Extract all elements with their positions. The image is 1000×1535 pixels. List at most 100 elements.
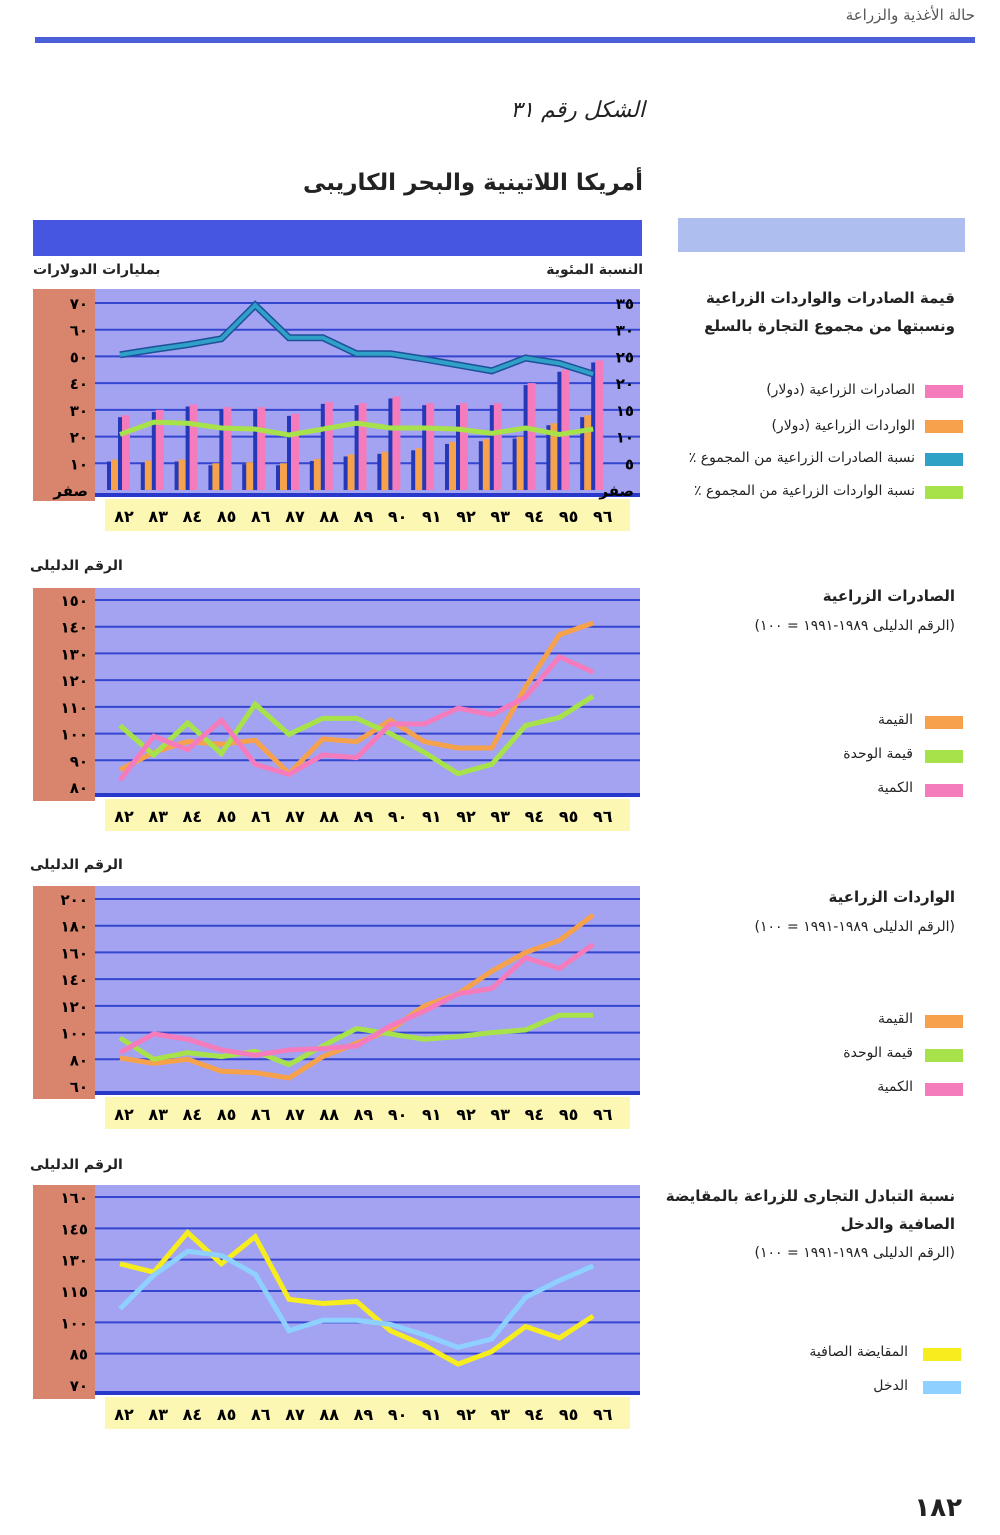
y-axis-title: الرقم الدليلى xyxy=(30,558,123,574)
y-tick-label: ٨٠ xyxy=(70,779,88,797)
legend-label: نسبة الواردات الزراعية من المجموع ٪ xyxy=(694,483,915,499)
y-tick-label: ١٢٠ xyxy=(61,998,88,1016)
y-tick-label: ٢٠ xyxy=(70,429,88,447)
bar-orange xyxy=(482,439,491,490)
y-tick-label: صفر xyxy=(52,482,88,500)
legend-subtitle: (الرقم الدليلى ١٩٨٩-١٩٩١ = ١٠٠) xyxy=(754,618,955,634)
y-tick-label: ٦٠ xyxy=(70,322,88,340)
x-tick-label: ٨٢ xyxy=(114,807,134,826)
x-tick-label: ٨٧ xyxy=(285,1105,305,1124)
bar-orange xyxy=(280,463,288,490)
x-tick-label: ٨٥ xyxy=(217,807,237,826)
x-axis-strip xyxy=(105,1397,630,1429)
y-axis-panel xyxy=(33,886,95,1099)
bar-orange xyxy=(246,462,255,490)
x-tick-label: ٩٠ xyxy=(388,1105,408,1124)
y-tick-label: ٤٠ xyxy=(70,375,88,393)
series-line-green xyxy=(119,419,594,438)
series-line-pink xyxy=(118,653,595,782)
x-tick-label: ٨٢ xyxy=(114,1105,134,1124)
x-tick-label: ٨٤ xyxy=(183,807,203,826)
x-axis-line xyxy=(95,1091,640,1095)
series-line-cyan xyxy=(118,1248,595,1351)
x-tick-label: ٩٤ xyxy=(525,807,545,826)
bar-pink xyxy=(155,409,164,490)
x-tick-label: ٩٠ xyxy=(388,1405,408,1424)
bar-pink xyxy=(460,403,468,490)
series-line-green xyxy=(118,694,595,777)
x-tick-label: ٩٠ xyxy=(388,507,408,526)
x-tick-label: ٨٥ xyxy=(217,507,237,526)
x-tick-label: ٩٤ xyxy=(525,1405,545,1424)
series-line-yellow xyxy=(119,1228,595,1367)
y2-tick-label: ٢٥ xyxy=(616,348,634,366)
x-axis-line xyxy=(95,493,640,497)
y-tick-label: ٨٥ xyxy=(70,1346,88,1364)
legend-label: قيمة الوحدة xyxy=(843,1045,913,1061)
legend-swatch-pink xyxy=(925,385,963,398)
x-axis-line xyxy=(95,1391,640,1395)
bar-orange xyxy=(111,459,119,490)
x-tick-label: ٨٩ xyxy=(354,1105,374,1124)
legend-label: القيمة xyxy=(877,712,913,728)
legend-subtitle: (الرقم الدليلى ١٩٨٩-١٩٩١ = ١٠٠) xyxy=(754,919,955,935)
y-tick-label: ٢٠٠ xyxy=(61,891,88,909)
legend-label: الكمية xyxy=(877,1079,913,1095)
x-tick-label: ٩٢ xyxy=(456,807,476,826)
legend-swatch-yellow xyxy=(923,1348,961,1361)
legend-swatch-orange xyxy=(925,420,963,433)
series-line-pink xyxy=(118,942,595,1058)
x-tick-label: ٩١ xyxy=(422,807,442,826)
bar-pink xyxy=(324,401,333,490)
x-axis-strip xyxy=(105,499,630,531)
x-tick-label: ٩١ xyxy=(422,1405,442,1424)
legend-label: الواردات الزراعية (دولار) xyxy=(771,418,915,434)
legend-label: الصادرات الزراعية (دولار) xyxy=(766,382,915,398)
legend-label: المقايضة الصافية xyxy=(809,1344,908,1360)
x-tick-label: ٩١ xyxy=(422,1105,442,1124)
legend-swatch-pink xyxy=(925,1083,963,1096)
region-title: أمريكا اللاتينية والبحر الكاريبى xyxy=(303,170,643,196)
legend-label: الدخل xyxy=(873,1378,908,1394)
x-tick-label: ٩٥ xyxy=(559,507,579,526)
y-tick-label: ١٤٠ xyxy=(61,619,88,637)
y-tick-label: ٣٠ xyxy=(70,402,88,420)
y-tick-label: ٨٠ xyxy=(70,1051,88,1069)
x-tick-label: ٨٢ xyxy=(114,1405,134,1424)
x-tick-label: ٨٢ xyxy=(114,507,134,526)
y2-tick-label: ٣٥ xyxy=(616,295,634,313)
y2-tick-label: ١٠ xyxy=(616,429,634,447)
y-tick-label: ١٤٥ xyxy=(61,1220,88,1238)
y2-tick-label: صفر xyxy=(598,482,634,500)
y-tick-label: ١٤٠ xyxy=(61,971,88,989)
bar-pink xyxy=(189,404,198,490)
legend-title: قيمة الصادرات والواردات الزراعية ونسبتها… xyxy=(704,289,955,335)
plot-area xyxy=(95,886,640,1095)
x-tick-label: ٨٨ xyxy=(319,507,339,526)
bar-pink xyxy=(291,413,299,490)
x-tick-label: ٩٠ xyxy=(388,807,408,826)
y-tick-label: ١٦٠ xyxy=(61,944,88,962)
x-tick-label: ٩٦ xyxy=(593,807,613,826)
x-tick-label: ٨٤ xyxy=(183,1105,203,1124)
x-tick-label: ٨٣ xyxy=(148,807,168,826)
y2-tick-label: ١٥ xyxy=(616,402,634,420)
legend-title: الواردات الزراعية xyxy=(828,888,955,906)
bar-orange xyxy=(144,460,153,490)
bar-orange xyxy=(313,459,322,490)
x-tick-label: ٩٢ xyxy=(456,507,476,526)
x-tick-label: ٨٦ xyxy=(251,1105,271,1124)
y-tick-label: ١٦٠ xyxy=(61,1189,88,1207)
x-tick-label: ٩٣ xyxy=(490,1405,510,1424)
legend-subtitle: (الرقم الدليلى ١٩٨٩-١٩٩١ = ١٠٠) xyxy=(754,1245,955,1261)
x-tick-label: ٩٢ xyxy=(456,1105,476,1124)
y2-tick-label: ٢٠ xyxy=(616,375,634,393)
bar-pink xyxy=(561,369,570,490)
x-tick-label: ٩٦ xyxy=(593,507,613,526)
running-header: حالة الأغذية والزراعة xyxy=(845,6,975,24)
legend-label: قيمة الوحدة xyxy=(843,746,913,762)
y-tick-label: ١٣٠ xyxy=(61,1252,88,1270)
x-tick-label: ٩٤ xyxy=(525,1105,545,1124)
left-axis-title: بمليارات الدولارات xyxy=(33,262,161,278)
